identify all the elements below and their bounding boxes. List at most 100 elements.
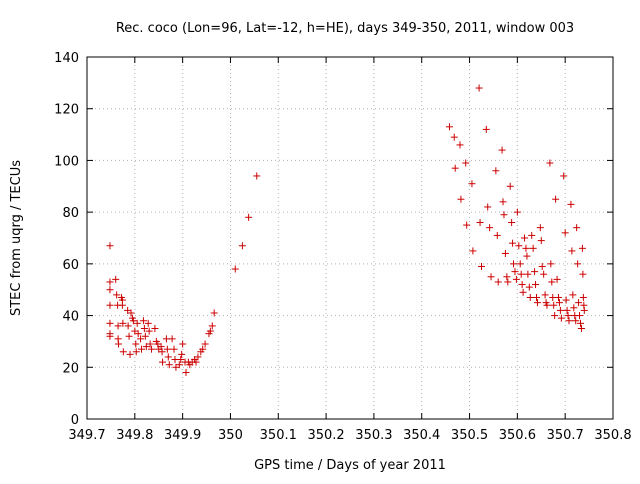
data-point xyxy=(553,275,561,283)
data-point xyxy=(106,286,114,294)
data-point xyxy=(533,299,541,307)
data-point xyxy=(576,319,584,327)
data-point xyxy=(245,213,253,221)
y-tick-label: 120 xyxy=(54,103,79,118)
data-point xyxy=(509,239,517,247)
data-point xyxy=(525,283,533,291)
data-point xyxy=(572,317,580,325)
data-point xyxy=(546,159,554,167)
data-point xyxy=(469,247,477,255)
data-point xyxy=(579,270,587,278)
data-point xyxy=(492,167,500,175)
data-point xyxy=(463,221,471,229)
x-axis-label: GPS time / Days of year 2011 xyxy=(254,458,446,473)
data-point xyxy=(148,345,156,353)
data-point xyxy=(493,231,501,239)
data-point xyxy=(547,260,555,268)
data-point xyxy=(503,273,511,281)
data-point xyxy=(560,172,568,180)
data-point xyxy=(475,84,483,92)
data-point xyxy=(445,123,453,131)
data-point xyxy=(524,270,532,278)
data-point xyxy=(573,224,581,232)
data-point xyxy=(151,325,159,332)
data-point xyxy=(532,293,540,301)
data-point xyxy=(522,244,530,252)
data-point xyxy=(556,306,564,314)
data-point xyxy=(577,325,585,332)
data-point xyxy=(478,262,485,270)
data-point xyxy=(568,247,576,255)
data-point xyxy=(538,262,546,270)
y-tick-label: 40 xyxy=(62,310,79,325)
data-point xyxy=(194,353,202,361)
data-point xyxy=(561,229,569,237)
data-point xyxy=(570,304,578,312)
data-point xyxy=(516,260,524,268)
data-point xyxy=(141,332,149,340)
data-point xyxy=(137,335,145,343)
x-tick-label: 350 xyxy=(218,428,243,443)
data-point xyxy=(146,340,154,348)
data-point xyxy=(159,358,167,366)
data-point xyxy=(504,278,512,286)
data-point xyxy=(178,350,186,358)
data-point xyxy=(476,218,484,226)
data-point xyxy=(494,278,502,286)
data-point xyxy=(113,291,121,299)
y-tick-label: 60 xyxy=(62,258,79,273)
data-point xyxy=(118,301,126,309)
data-point xyxy=(498,146,506,154)
data-point xyxy=(132,340,140,348)
data-point xyxy=(548,278,556,286)
data-point xyxy=(106,242,114,250)
x-tick-label: 350.7 xyxy=(547,428,584,443)
data-point xyxy=(484,203,492,211)
data-point xyxy=(119,319,127,327)
data-point xyxy=(163,345,171,353)
y-tick-label: 140 xyxy=(54,51,79,66)
data-point xyxy=(536,224,544,232)
data-point xyxy=(175,361,183,369)
data-point xyxy=(512,275,520,283)
data-point xyxy=(567,200,575,208)
data-point xyxy=(179,340,187,348)
data-point xyxy=(182,368,190,376)
data-point xyxy=(192,358,200,366)
data-point xyxy=(115,340,123,348)
data-point xyxy=(451,164,459,172)
data-point xyxy=(517,270,525,278)
y-tick-label: 100 xyxy=(54,154,79,169)
data-point xyxy=(531,268,539,276)
data-point xyxy=(231,265,239,273)
x-tick-label: 350.1 xyxy=(260,428,297,443)
chart-title: Rec. coco (Lon=96, Lat=-12, h=HE), days … xyxy=(116,21,574,36)
data-point xyxy=(140,325,148,332)
data-point xyxy=(562,296,570,304)
data-point xyxy=(523,252,531,260)
data-point xyxy=(450,133,458,141)
data-point xyxy=(199,345,207,353)
data-point xyxy=(519,288,527,296)
data-point xyxy=(500,211,508,219)
data-point xyxy=(144,319,152,327)
data-point xyxy=(574,260,582,268)
data-point xyxy=(499,198,507,206)
data-point xyxy=(112,275,120,283)
x-tick-label: 350.8 xyxy=(594,428,631,443)
data-point xyxy=(487,273,495,281)
data-point xyxy=(124,322,132,330)
data-point xyxy=(119,348,127,356)
data-point xyxy=(564,312,572,320)
data-point xyxy=(550,301,558,309)
data-point xyxy=(139,317,147,325)
data-point xyxy=(106,332,114,340)
x-tick-label: 350.4 xyxy=(403,428,440,443)
x-tick-label: 350.3 xyxy=(355,428,392,443)
x-tick-label: 349.8 xyxy=(116,428,153,443)
data-point xyxy=(555,299,563,307)
data-point xyxy=(157,343,165,351)
data-point xyxy=(132,348,140,356)
data-point xyxy=(158,348,166,356)
data-point xyxy=(457,195,465,203)
